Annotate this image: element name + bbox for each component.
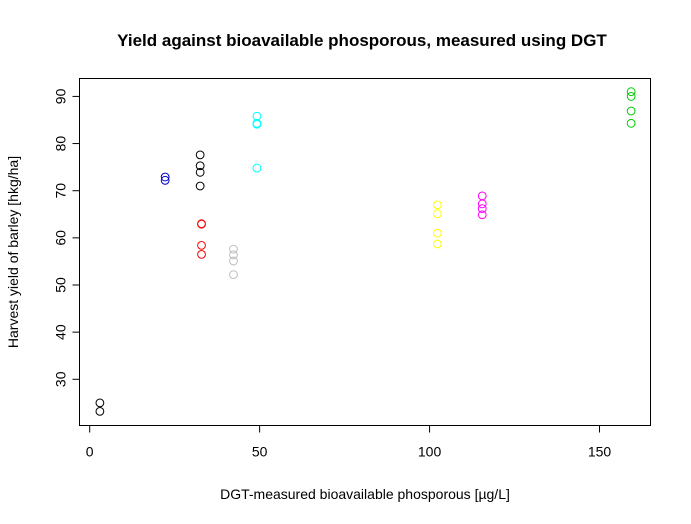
y-axis-label: Harvest yield of barley [hkg/ha] xyxy=(5,156,21,348)
data-point xyxy=(160,172,170,182)
x-tick-label: 150 xyxy=(588,444,612,460)
plot-area-frame xyxy=(79,78,651,426)
y-tick-label: 40 xyxy=(53,324,69,340)
data-point xyxy=(432,239,442,249)
x-axis-label: DGT-measured bioavailable phosporous [µg… xyxy=(220,486,510,502)
data-point xyxy=(252,163,262,173)
data-point xyxy=(432,228,442,238)
data-point xyxy=(197,249,206,259)
x-tick-label: 100 xyxy=(418,444,442,460)
data-point xyxy=(252,119,262,129)
data-point xyxy=(195,181,205,191)
data-point xyxy=(95,398,105,408)
y-tick-label: 70 xyxy=(53,183,69,199)
data-point xyxy=(229,256,238,266)
data-point xyxy=(626,92,636,101)
data-point xyxy=(197,219,206,229)
data-point xyxy=(477,210,487,220)
data-point xyxy=(195,150,205,160)
x-axis: 0 50 100 150 xyxy=(86,425,612,460)
data-point xyxy=(626,87,636,97)
x-tick-label: 50 xyxy=(252,444,268,460)
data-point xyxy=(195,167,205,177)
data-point xyxy=(195,161,205,171)
data-point xyxy=(477,199,487,209)
y-axis: 30 40 50 60 70 80 90 xyxy=(53,88,80,387)
data-point xyxy=(197,240,206,250)
y-tick-label: 90 xyxy=(53,88,69,104)
x-tick-label: 0 xyxy=(86,444,94,460)
y-tick-label: 50 xyxy=(53,277,69,293)
data-point xyxy=(477,204,487,214)
data-point xyxy=(229,270,238,280)
y-tick-label: 30 xyxy=(53,371,69,387)
data-point xyxy=(432,209,442,219)
y-tick-label: 60 xyxy=(53,230,69,246)
data-point xyxy=(626,106,636,116)
data-point xyxy=(229,244,238,254)
data-point xyxy=(626,118,636,128)
y-tick-label: 80 xyxy=(53,136,69,152)
data-point xyxy=(160,175,170,185)
data-point xyxy=(432,200,442,210)
data-point xyxy=(95,406,105,416)
data-point xyxy=(229,250,238,260)
chart-title: Yield against bioavailable phosporous, m… xyxy=(117,31,607,50)
data-points xyxy=(95,87,636,416)
